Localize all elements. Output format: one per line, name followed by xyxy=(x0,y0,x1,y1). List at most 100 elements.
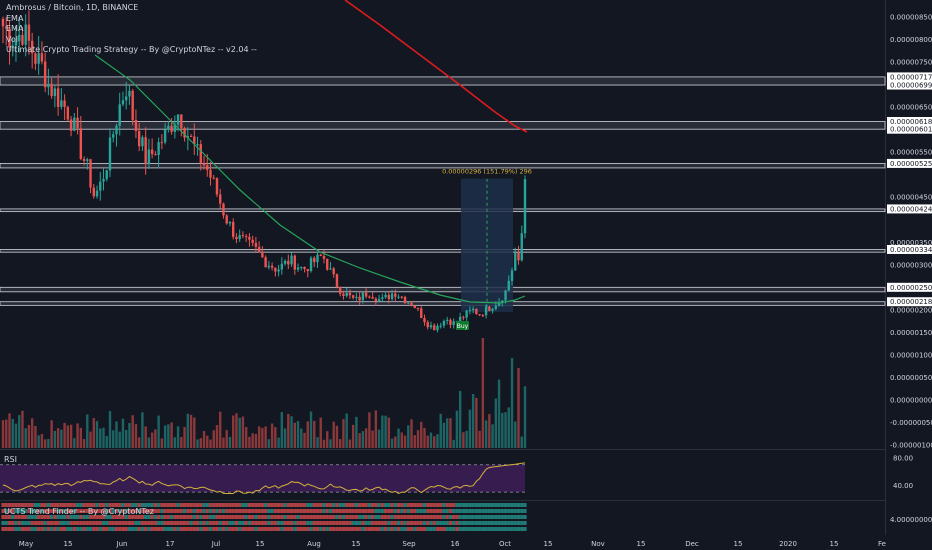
ucts-cell xyxy=(244,503,248,507)
ucts-cell xyxy=(341,503,346,507)
ucts-cell xyxy=(238,503,242,507)
ucts-cell xyxy=(403,509,407,513)
ucts-cell xyxy=(419,503,423,507)
candle-body xyxy=(338,286,342,294)
ucts-cell xyxy=(306,527,310,531)
x-tick-label: 15 xyxy=(64,540,73,548)
level-label-box xyxy=(887,244,932,254)
ucts-cell xyxy=(471,515,475,519)
ucts-cell xyxy=(234,515,239,519)
ucts-cell xyxy=(72,509,76,513)
ucts-cell xyxy=(442,527,446,531)
ucts-cell xyxy=(14,515,18,519)
ucts-cell xyxy=(173,521,177,525)
ucts-cell xyxy=(72,515,76,519)
candle-body xyxy=(309,257,313,272)
ucts-cell xyxy=(422,509,427,513)
ucts-cell xyxy=(383,515,388,519)
candle-body xyxy=(416,308,420,310)
volume-bar xyxy=(433,436,436,448)
ucts-cell xyxy=(157,503,161,507)
volume-bar xyxy=(283,428,287,448)
ucts-cell xyxy=(251,515,255,519)
candle-body xyxy=(251,239,254,244)
volume-bar xyxy=(53,430,57,448)
ucts-cell xyxy=(37,521,41,525)
ucts-cell xyxy=(63,527,67,531)
ucts-cell xyxy=(455,521,459,525)
ucts-cell xyxy=(111,509,115,513)
ucts-cell xyxy=(208,509,213,513)
ucts-cell xyxy=(322,515,326,519)
ucts-cell xyxy=(160,503,164,507)
ucts-cell xyxy=(380,503,384,507)
ucts-cell xyxy=(513,509,517,513)
ucts-cell xyxy=(445,515,449,519)
ucts-cell xyxy=(435,509,440,513)
ucts-cell xyxy=(429,515,433,519)
ucts-cell xyxy=(98,527,102,531)
rsi-pane-label: RSI xyxy=(4,455,17,464)
ucts-cell xyxy=(332,515,336,519)
candle-body xyxy=(507,280,510,291)
ucts-cell xyxy=(390,503,394,507)
ucts-cell xyxy=(416,503,420,507)
price-tick-label: 0.00000200 xyxy=(890,306,932,314)
candle-body xyxy=(335,274,339,287)
ucts-cell xyxy=(481,515,485,519)
ucts-cell xyxy=(302,521,307,525)
ucts-cell xyxy=(306,521,310,525)
ucts-cell xyxy=(179,527,183,531)
ucts-cell xyxy=(166,509,170,513)
ucts-cell xyxy=(270,503,274,507)
volume-bar xyxy=(465,430,468,448)
ucts-cell xyxy=(82,503,86,507)
ucts-cell xyxy=(348,509,352,513)
ucts-cell xyxy=(400,515,404,519)
ucts-cell xyxy=(289,515,294,519)
ucts-cell xyxy=(409,509,414,513)
volume-bar xyxy=(507,407,510,448)
volume-bar xyxy=(108,411,112,448)
ucts-cell xyxy=(199,503,203,507)
ucts-cell xyxy=(101,509,106,513)
ucts-cell xyxy=(251,521,255,525)
ucts-cell xyxy=(332,509,336,513)
ucts-cell xyxy=(121,515,125,519)
ucts-cell xyxy=(153,527,157,531)
volume-bar xyxy=(170,422,173,448)
ucts-cell xyxy=(85,527,89,531)
ucts-cell xyxy=(403,527,407,531)
ucts-cell xyxy=(79,527,83,531)
ucts-cell xyxy=(88,521,93,525)
ucts-cell xyxy=(354,521,359,525)
ucts-cell xyxy=(63,503,67,507)
volume-bar xyxy=(348,439,352,448)
ucts-cell xyxy=(24,515,28,519)
ucts-cell xyxy=(118,521,122,525)
volume-bar xyxy=(481,338,485,448)
ucts-cell xyxy=(247,503,252,507)
ucts-cell xyxy=(20,521,25,525)
ucts-cell xyxy=(383,509,388,513)
candle-body xyxy=(520,233,523,261)
rsi-tick-label: 80.00 xyxy=(893,454,913,462)
ucts-cell xyxy=(195,509,200,513)
ucts-cell xyxy=(296,509,300,513)
ucts-cell xyxy=(147,503,151,507)
ucts-cell xyxy=(348,515,352,519)
ucts-cell xyxy=(413,509,417,513)
ucts-cell xyxy=(157,509,161,513)
ucts-cell xyxy=(396,527,401,531)
volume-bar xyxy=(196,439,199,448)
ucts-cell xyxy=(241,521,245,525)
ucts-cell xyxy=(520,515,524,519)
volume-bar xyxy=(338,439,342,448)
ucts-cell xyxy=(111,515,115,519)
ucts-cell xyxy=(273,515,277,519)
ucts-cell xyxy=(202,521,206,525)
volume-bar xyxy=(89,431,92,448)
candle-body xyxy=(73,117,76,131)
candle-body xyxy=(219,194,222,204)
